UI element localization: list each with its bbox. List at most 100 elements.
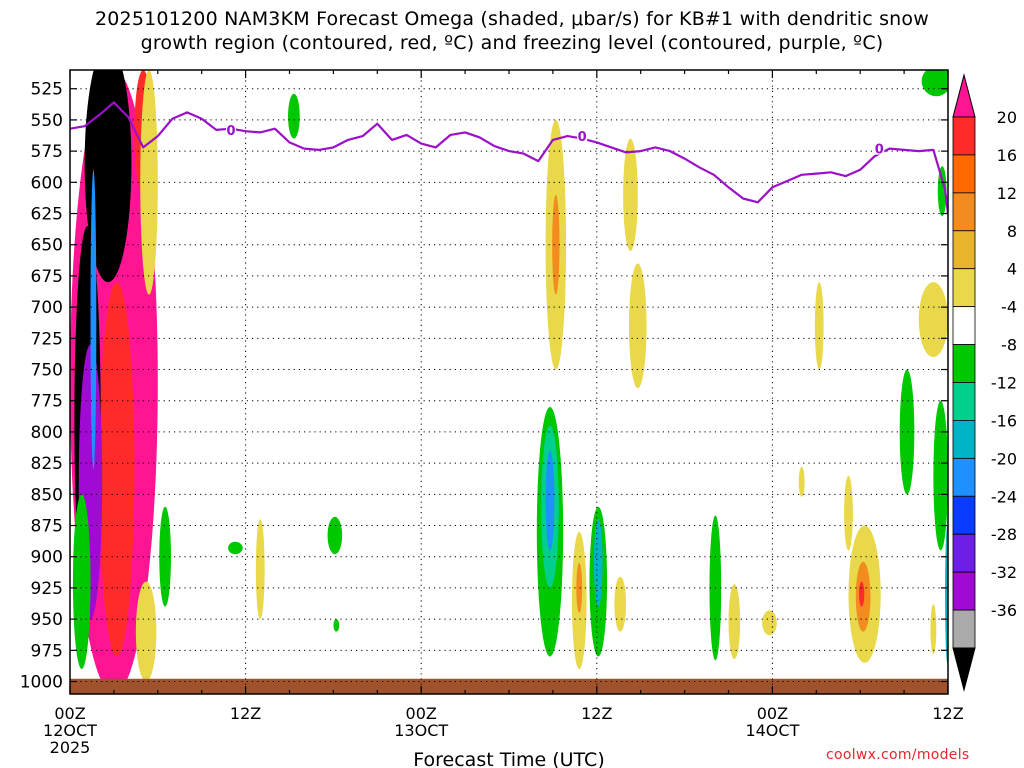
omega-rise-hr60-mid	[918, 282, 948, 358]
omega-rise-hr33-core	[552, 194, 560, 295]
y-tick-label-800: 800	[31, 423, 63, 443]
y-tick-label-825: 825	[31, 454, 63, 474]
omega-rise-hr50-low	[798, 466, 805, 497]
colorbar-bin-5	[952, 268, 976, 308]
y-tick-label-575: 575	[31, 142, 63, 162]
chart-title-line-1: 2025101200 NAM3KM Forecast Omega (shaded…	[94, 8, 929, 30]
y-tick-label-900: 900	[31, 548, 63, 568]
freezing-level-label-1: 0	[578, 130, 587, 145]
omega-rise-edge-lower	[135, 581, 157, 682]
omega-rise-core-lower	[99, 282, 135, 657]
colorbar: 20 16 12 8 4 -4 -8 -12 -16 -20 -24 -28 -32 -36	[952, 73, 1017, 692]
colorbar-label-5: -4	[1001, 298, 1017, 317]
y-tick-label-550: 550	[31, 111, 63, 131]
freezing-level-label-2: 0	[875, 143, 884, 158]
colorbar-bin-3	[952, 192, 976, 232]
omega-strong-sink-upper	[84, 70, 132, 283]
omega-sink-hr60-lower	[933, 400, 948, 551]
omega-rise-hr47	[762, 610, 777, 636]
brand-watermark: coolwx.com/models	[826, 747, 970, 763]
omega-rise-hr35-core	[576, 562, 583, 613]
omega-sink-lower-green	[159, 506, 171, 607]
omega-sink-hr57-mid	[899, 369, 915, 495]
freezing-label-bg-0	[225, 122, 236, 136]
y-tick-label-775: 775	[31, 392, 63, 412]
x-tick-label-0-1: 12OCT	[43, 721, 97, 740]
freezing-label-bg-1	[577, 129, 588, 143]
chart-title-line-2: growth region (contoured, red, ºC) and f…	[140, 32, 884, 54]
y-tick-label-600: 600	[31, 173, 63, 193]
omega-sink-hr15	[288, 93, 300, 139]
y-tick-label-750: 750	[31, 361, 63, 381]
colorbar-label-9: -20	[991, 449, 1017, 468]
omega-sink-hr60-top	[921, 70, 948, 97]
colorbar-bin-13	[952, 571, 976, 611]
colorbar-label-1: 16	[997, 146, 1017, 165]
y-tick-label-950: 950	[31, 610, 63, 630]
x-tick-label-48-1: 14OCT	[745, 721, 799, 740]
colorbar-label-6: -8	[1001, 336, 1017, 355]
freezing-level-label-0: 0	[226, 124, 235, 139]
omega-rise-hr45	[728, 584, 741, 660]
colorbar-bin-9	[952, 420, 976, 459]
colorbar-bin-15	[952, 647, 976, 692]
omega-sink-strip-blue	[90, 169, 97, 470]
x-tick-label-24-0: 00Z	[406, 704, 437, 723]
freezing-level-line	[70, 101, 948, 214]
omega-rise-hr59-low	[930, 604, 937, 655]
x-axis-title: Forecast Time (UTC)	[413, 749, 604, 768]
freezing-label-bg-2	[874, 141, 885, 155]
omega-rise-hr54-upper	[844, 475, 853, 551]
colorbar-label-3: 8	[1007, 222, 1017, 241]
colorbar-label-12: -32	[991, 563, 1017, 582]
x-tick-label-48-0: 00Z	[757, 704, 788, 723]
colorbar-label-13: -36	[991, 601, 1017, 620]
y-tick-label-650: 650	[31, 236, 63, 256]
colorbar-label-7: -12	[991, 374, 1017, 393]
colorbar-bin-0	[952, 73, 976, 118]
omega-field	[70, 70, 948, 694]
colorbar-label-8: -16	[991, 411, 1017, 430]
x-tick-label-24-1: 13OCT	[394, 721, 448, 740]
omega-rise-hr38-mid	[628, 263, 647, 389]
y-tick-label-525: 525	[31, 80, 63, 100]
grid-lines	[70, 70, 948, 694]
y-tick-label-975: 975	[31, 641, 63, 661]
y-tick-label-925: 925	[31, 579, 63, 599]
colorbar-bin-1	[952, 116, 976, 156]
colorbar-bin-10	[952, 457, 976, 497]
y-tick-label-675: 675	[31, 267, 63, 287]
omega-sink-hr33-core2	[545, 450, 555, 551]
colorbar-bin-6	[952, 306, 976, 345]
x-tick-label-36-0: 12Z	[581, 704, 612, 723]
x-tick-label-60-0: 12Z	[932, 704, 963, 723]
omega-sink-hr60-upper	[937, 166, 947, 217]
colorbar-label-2: 12	[997, 184, 1017, 203]
omega-rise-hr37-lower	[614, 576, 627, 632]
y-tick-label-850: 850	[31, 485, 63, 505]
y-tick-label-625: 625	[31, 205, 63, 225]
omega-sink-hr18b	[327, 516, 343, 555]
colorbar-bin-12	[952, 533, 976, 573]
omega-sink-hr11	[228, 541, 243, 555]
omega-sink-hr18	[333, 619, 340, 632]
y-tick-label-875: 875	[31, 517, 63, 537]
colorbar-label-10: -24	[991, 487, 1017, 506]
x-tick-label-0-0: 00Z	[54, 704, 85, 723]
colorbar-bin-14	[952, 609, 976, 649]
colorbar-label-0: 20	[997, 108, 1017, 127]
y-axis: 525 550 575 600 625 650 675 700 725 750 775 800 825 8…	[20, 80, 948, 693]
colorbar-bin-4	[952, 230, 976, 270]
x-tick-label-0-2: 2025	[50, 738, 91, 757]
colorbar-bin-11	[952, 495, 976, 535]
omega-sink-edge-green	[72, 494, 91, 670]
omega-rise-hr13	[255, 519, 265, 620]
omega-sink-hr36-core	[593, 519, 603, 607]
y-tick-label-725: 725	[31, 329, 63, 349]
x-tick-label-12-0: 12Z	[230, 704, 261, 723]
colorbar-bin-2	[952, 154, 976, 194]
omega-rise-hr38-upper	[623, 138, 638, 251]
colorbar-bin-7	[952, 344, 976, 383]
